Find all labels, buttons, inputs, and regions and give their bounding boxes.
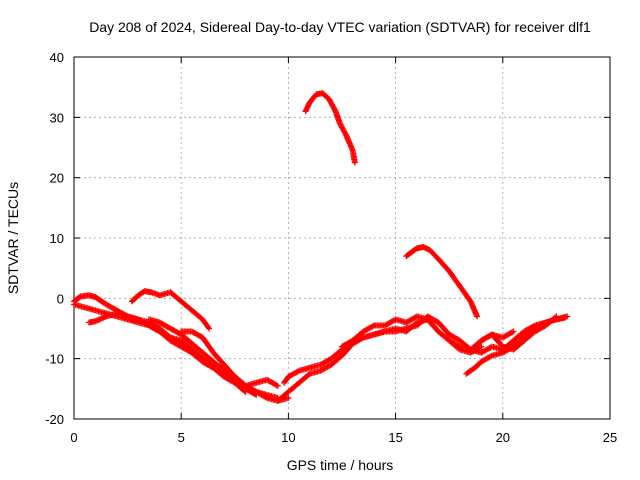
data-point	[274, 382, 281, 389]
data-series	[71, 90, 571, 404]
data-point	[509, 329, 516, 336]
series-arc-11	[478, 313, 560, 353]
data-point	[510, 328, 517, 335]
y-axis-label: SDTVAR / TECUs	[5, 182, 21, 294]
data-point	[553, 313, 560, 320]
data-point	[474, 313, 481, 320]
data-point	[206, 325, 213, 332]
y-tick-label: 0	[57, 291, 64, 306]
data-point	[351, 159, 358, 166]
series-arc-9	[339, 313, 571, 356]
series-arc-5	[146, 316, 281, 401]
x-tick-label: 20	[496, 430, 510, 445]
y-tick-label: 20	[50, 171, 64, 186]
data-point	[251, 388, 258, 395]
data-point	[331, 106, 338, 113]
data-point	[285, 394, 292, 401]
data-point	[552, 314, 559, 321]
x-tick-label: 0	[70, 430, 77, 445]
data-point	[205, 324, 212, 331]
series-arc-6	[178, 328, 281, 389]
y-tick-label: -20	[45, 412, 64, 427]
data-point	[294, 368, 301, 375]
y-tick-label: -10	[45, 352, 64, 367]
y-tick-label: 10	[50, 231, 64, 246]
series-arc-3	[86, 310, 249, 395]
grid-lines	[74, 57, 610, 419]
data-point	[455, 342, 462, 349]
series-arc-4	[128, 288, 213, 332]
data-point	[342, 131, 349, 138]
data-point	[348, 338, 355, 345]
data-point	[478, 343, 485, 350]
x-axis-label: GPS time / hours	[287, 457, 394, 473]
y-tick-label: 40	[50, 50, 64, 65]
series-arc-12	[302, 90, 358, 166]
x-tick-label: 15	[388, 430, 402, 445]
x-tick-label: 10	[281, 430, 295, 445]
data-point	[273, 382, 280, 389]
series-arc-13	[403, 244, 481, 320]
chart-title: Day 208 of 2024, Sidereal Day-to-day VTE…	[89, 19, 591, 35]
x-tick-label: 5	[178, 430, 185, 445]
y-tick-label: 30	[50, 110, 64, 125]
data-point	[369, 323, 376, 330]
data-point	[241, 387, 248, 394]
data-point	[242, 388, 249, 395]
axis-ticks: 0 5 10 15 20 25 -20 -10 0 10 20 30 40	[45, 50, 617, 445]
series-arc-7	[274, 316, 485, 404]
data-point	[487, 353, 494, 360]
data-point	[561, 314, 568, 321]
x-tick-label: 25	[603, 430, 617, 445]
